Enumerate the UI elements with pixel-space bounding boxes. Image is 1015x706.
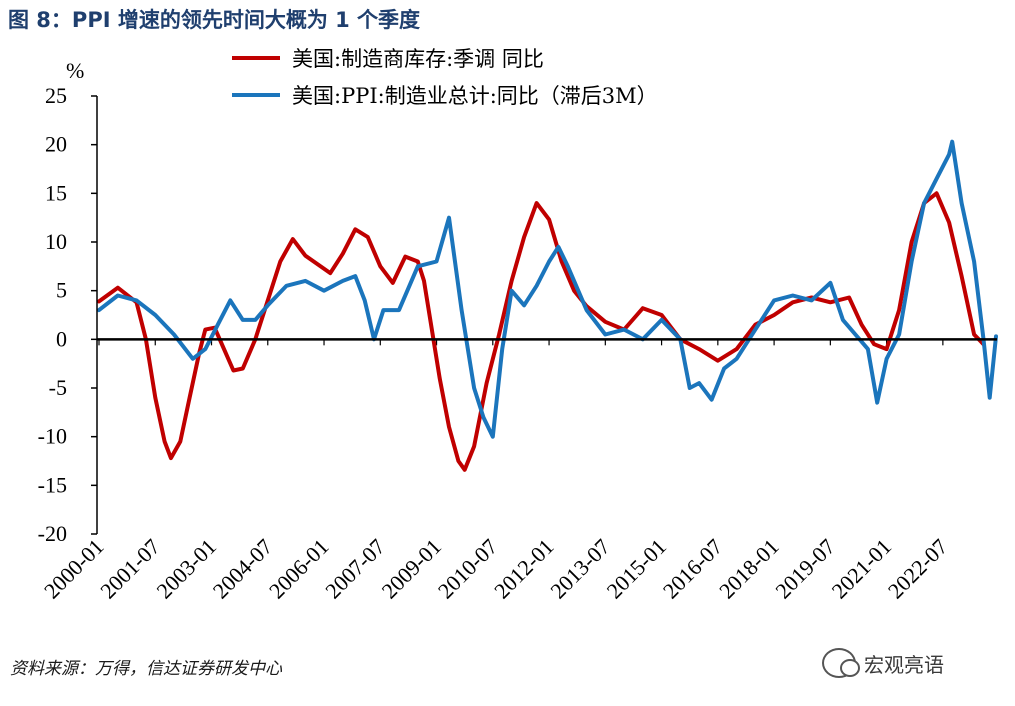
x-tick-label: 2022-07 [883, 534, 953, 604]
x-tick-label: 2010-07 [433, 534, 503, 604]
x-tick-label: 2018-01 [714, 534, 784, 604]
y-tick-label: 5 [56, 278, 67, 303]
y-tick-label: 20 [45, 132, 67, 157]
legend: 美国:制造商库存:季调 同比 美国:PPI:制造业总计:同比（滞后3M） [232, 47, 658, 108]
y-tick-label: -20 [38, 521, 67, 546]
x-tick-label: 2004-07 [208, 534, 278, 604]
y-tick-label: -10 [38, 424, 67, 449]
watermark-text: 宏观亮语 [864, 652, 944, 677]
x-tick-label: 2019-07 [770, 534, 840, 604]
y-tick-label: -15 [38, 472, 67, 497]
chart: 美国:制造商库存:季调 同比 美国:PPI:制造业总计:同比（滞后3M） % -… [38, 47, 998, 604]
x-tick-label: 2007-07 [320, 534, 390, 604]
y-tick-label: 15 [45, 180, 67, 205]
y-tick-label: -5 [49, 375, 67, 400]
y-tick-label: 10 [45, 229, 67, 254]
y-axis-unit: % [66, 58, 84, 83]
x-tick-label: 2006-01 [264, 534, 334, 604]
source-note: 资料来源：万得，信达证券研发中心 [10, 659, 282, 679]
figure-title: 图 8：PPI 增速的领先时间大概为 1 个季度 [8, 8, 421, 32]
x-tick-label: 2009-01 [377, 534, 447, 604]
legend-label-ppi: 美国:PPI:制造业总计:同比（滞后3M） [292, 84, 658, 108]
x-tick-label: 2013-07 [545, 534, 615, 604]
x-tick-label: 2021-01 [827, 534, 897, 604]
y-tick-label: 0 [56, 326, 67, 351]
y-tick-label: 25 [45, 83, 67, 108]
x-tick-label: 2015-01 [602, 534, 672, 604]
x-tick-label: 2016-07 [658, 534, 728, 604]
legend-label-inventory: 美国:制造商库存:季调 同比 [292, 47, 544, 71]
x-tick-label: 2001-07 [95, 534, 165, 604]
x-tick-label: 2012-01 [489, 534, 559, 604]
x-tick-label: 2003-01 [152, 534, 222, 604]
wechat-icon [822, 648, 860, 678]
series-line-ppi [97, 139, 998, 439]
watermark: 宏观亮语 [822, 646, 944, 680]
